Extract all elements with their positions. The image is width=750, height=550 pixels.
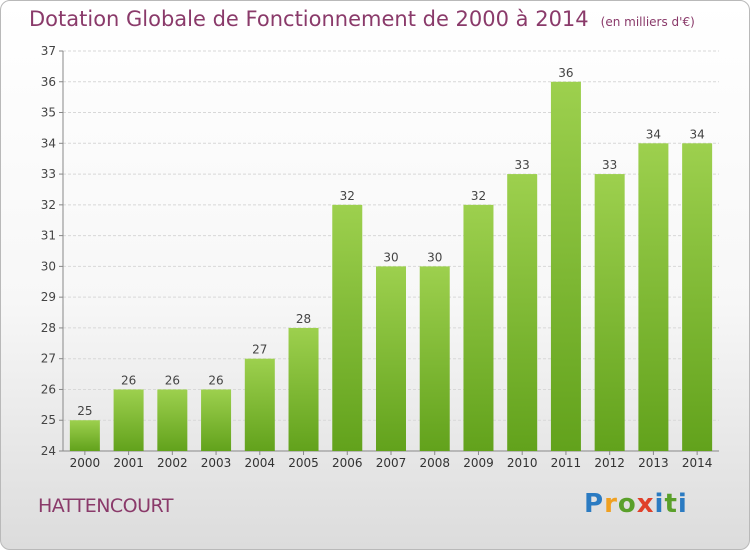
bar [113,389,144,451]
data-label: 34 [689,127,704,141]
y-tick-label: 24 [41,444,56,458]
x-tick-label: 2006 [332,456,363,470]
x-tick-label: 2007 [376,456,407,470]
bar [157,389,188,451]
y-tick-label: 25 [41,413,56,427]
bar [507,174,538,452]
x-tick-label: 2011 [551,456,582,470]
bar [638,143,669,452]
chart-subtitle: (en milliers d'€) [600,15,695,29]
x-tick-label: 2003 [201,456,232,470]
x-tick-label: 2014 [682,456,713,470]
y-tick-label: 36 [41,75,56,89]
logo-letter: P [584,489,605,519]
bar [288,327,319,451]
x-axis: 2000 2001 2002 2003 2004 2005 2006 2007 2008 2009… [63,450,719,470]
y-tick-label: 34 [41,136,56,150]
proxiti-logo[interactable]: Proxiti [584,489,688,519]
y-tick-label: 33 [41,167,56,181]
data-label: 26 [208,373,223,387]
y-tick-label: 29 [41,290,56,304]
data-label: 28 [296,312,311,326]
x-tick-label: 2012 [594,456,625,470]
x-tick-label: 2004 [245,456,276,470]
logo-letter: o [617,489,637,519]
x-tick-label: 2010 [507,456,538,470]
data-label: 30 [427,250,442,264]
data-label: 32 [471,189,486,203]
data-label: 36 [558,66,573,80]
x-tick-label: 2008 [419,456,450,470]
y-tick-label: 28 [41,321,56,335]
x-tick-label: 2013 [638,456,669,470]
bar [69,420,100,451]
bar [201,389,232,451]
logo-letter: r [604,489,618,519]
bar [594,174,625,452]
x-tick-label: 2005 [288,456,319,470]
logo-letter: i [654,489,665,519]
data-label: 26 [165,373,180,387]
y-tick-label: 31 [41,229,56,243]
y-axis: 24 25 26 27 28 29 30 31 32 33 34 35 36 37 [41,44,64,458]
logo-letter: t [664,489,678,519]
bars [69,81,713,452]
logo-letter: x [636,489,655,519]
y-tick-label: 32 [41,198,56,212]
data-label: 33 [602,158,617,172]
x-tick-label: 2000 [70,456,101,470]
x-tick-label: 2009 [463,456,494,470]
commune-name: HATTENCOURT [38,495,173,517]
x-tick-label: 2002 [157,456,188,470]
data-label: 33 [515,158,530,172]
bar [332,204,363,451]
x-tick-label: 2001 [113,456,144,470]
data-label: 32 [340,189,355,203]
data-label: 30 [383,250,398,264]
y-tick-label: 26 [41,382,56,396]
data-label: 26 [121,373,136,387]
data-label: 34 [646,127,661,141]
chart-title: Dotation Globale de Fonctionnement de 20… [29,7,695,31]
data-label: 25 [77,404,92,418]
y-tick-label: 30 [41,259,56,273]
data-label: 27 [252,343,267,357]
bar [419,266,450,451]
bar [244,358,275,451]
y-tick-label: 27 [41,352,56,366]
bar [463,204,494,451]
chart-title-text: Dotation Globale de Fonctionnement de 20… [29,7,589,31]
y-tick-label: 37 [41,44,56,58]
bar [682,143,713,452]
bar [550,81,581,452]
data-labels: 25 26 26 26 27 28 32 30 30 32 33 36 33 34 34 [77,66,705,418]
y-tick-label: 35 [41,106,56,120]
bar [376,266,406,451]
logo-letter: i [677,489,688,519]
